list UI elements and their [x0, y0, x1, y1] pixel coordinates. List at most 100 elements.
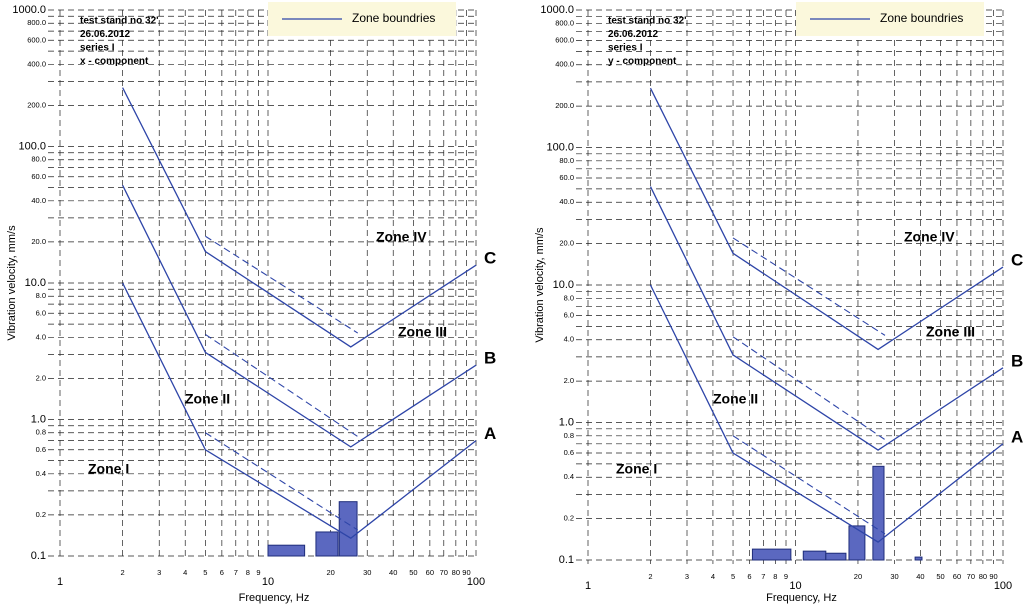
- legend-label: Zone boundries: [352, 11, 435, 25]
- x-tick-label: 1: [57, 576, 63, 588]
- legend-label: Zone boundries: [880, 11, 963, 25]
- x-tick-label: 30: [890, 572, 898, 581]
- y-tick-label: 2.0: [36, 373, 46, 382]
- x-tick-label: 40: [916, 572, 924, 581]
- note: y - component: [608, 56, 677, 67]
- boundary-dashed-line: [732, 336, 886, 441]
- bar: [872, 465, 885, 561]
- y-tick-label: 40.0: [559, 197, 574, 206]
- zone-label: Zone II: [713, 391, 758, 407]
- note: test stand no 32': [608, 16, 687, 27]
- x-tick-label: 3: [157, 568, 161, 577]
- boundary-label: A: [484, 424, 496, 443]
- y-tick-label: 60.0: [559, 173, 574, 182]
- bar: [825, 552, 847, 561]
- zone-label: Zone II: [185, 391, 230, 407]
- y-tick-label: 0.6: [564, 448, 574, 457]
- boundary-line: [649, 186, 1004, 451]
- x-tick-label: 20: [854, 572, 862, 581]
- boundary-label: A: [1011, 427, 1023, 446]
- x-tick-label: 5: [203, 568, 207, 577]
- x-tick-label: 60: [953, 572, 961, 581]
- y-tick-label: 20.0: [559, 239, 574, 248]
- x-tick-label: 7: [761, 572, 765, 581]
- boundary-dashed-line: [732, 435, 886, 535]
- y-tick-label: 100.0: [546, 141, 574, 153]
- y-tick-label: 8.0: [36, 291, 46, 300]
- note: series I: [80, 43, 115, 54]
- y-tick-label: 800.0: [555, 18, 574, 27]
- x-tick-label: 80: [979, 572, 987, 581]
- x-tick-label: 5: [731, 572, 735, 581]
- y-axis-label: Vibration velocity, mm/s: [534, 227, 546, 343]
- x-tick-label: 80: [452, 568, 460, 577]
- y-tick-label: 1000.0: [540, 4, 574, 16]
- x-tick-label: 2: [121, 568, 125, 577]
- y-tick-label: 0.8: [36, 428, 46, 437]
- y-tick-label: 8.0: [564, 293, 574, 302]
- x-tick-label: 40: [389, 568, 397, 577]
- y-tick-label: 1.0: [31, 413, 46, 425]
- x-tick-label: 100: [994, 580, 1012, 592]
- boundary-label: B: [484, 349, 496, 368]
- x-tick-label: 100: [467, 576, 485, 588]
- x-tick-label: 50: [409, 568, 417, 577]
- zone-label: Zone IV: [904, 229, 955, 245]
- y-tick-label: 100.0: [18, 140, 46, 152]
- y-tick-label: 0.1: [31, 550, 46, 562]
- x-tick-label: 30: [363, 568, 371, 577]
- x-tick-label: 70: [967, 572, 975, 581]
- bar: [338, 501, 358, 557]
- boundary-label: C: [1011, 251, 1023, 270]
- y-tick-label: 1000.0: [12, 4, 46, 16]
- x-tick-label: 4: [711, 572, 715, 581]
- x-tick-label: 4: [183, 568, 187, 577]
- y-tick-label: 0.6: [36, 445, 46, 454]
- x-tick-label: 8: [246, 568, 250, 577]
- x-tick-label: 90: [462, 568, 470, 577]
- boundary-dashed-line: [205, 333, 359, 438]
- y-tick-label: 600.0: [555, 35, 574, 44]
- y-tick-label: 60.0: [31, 172, 46, 181]
- y-tick-label: 40.0: [31, 196, 46, 205]
- boundary-label: C: [484, 249, 496, 268]
- note: 26.06.2012: [608, 29, 658, 40]
- y-tick-label: 20.0: [31, 237, 46, 246]
- x-tick-label: 60: [426, 568, 434, 577]
- y-tick-label: 2.0: [564, 376, 574, 385]
- x-tick-label: 50: [936, 572, 944, 581]
- y-tick-label: 10.0: [553, 279, 574, 291]
- x-tick-label: 8: [773, 572, 777, 581]
- x-tick-label: 3: [685, 572, 689, 581]
- y-tick-label: 0.2: [36, 510, 46, 519]
- y-tick-label: 200.0: [555, 101, 574, 110]
- x-tick-label: 6: [747, 572, 751, 581]
- boundary-dashed-line: [732, 237, 886, 336]
- y-tick-label: 0.8: [564, 431, 574, 440]
- x-tick-label: 7: [234, 568, 238, 577]
- x-tick-label: 9: [256, 568, 260, 577]
- y-tick-label: 4.0: [36, 332, 46, 341]
- x-tick-label: 90: [989, 572, 997, 581]
- x-tick-label: 6: [220, 568, 224, 577]
- y-axis-label: Vibration velocity, mm/s: [6, 225, 18, 341]
- x-tick-label: 9: [784, 572, 788, 581]
- boundary-dashed-line: [205, 235, 359, 334]
- zone-label: Zone III: [398, 324, 447, 340]
- x-tick-label: 2: [648, 572, 652, 581]
- y-tick-label: 80.0: [559, 156, 574, 165]
- note: test stand no 32': [80, 16, 159, 27]
- bar: [751, 548, 792, 561]
- y-tick-label: 400.0: [27, 59, 46, 68]
- y-tick-label: 0.4: [36, 469, 46, 478]
- boundary-line: [122, 184, 477, 448]
- zone-label: Zone I: [88, 461, 129, 477]
- zone-label: Zone III: [926, 324, 975, 340]
- zone-label: Zone IV: [376, 229, 427, 245]
- boundary-label: B: [1011, 351, 1023, 370]
- boundary-line: [649, 87, 1004, 351]
- y-tick-label: 6.0: [564, 310, 574, 319]
- x-tick-label: 10: [789, 580, 801, 592]
